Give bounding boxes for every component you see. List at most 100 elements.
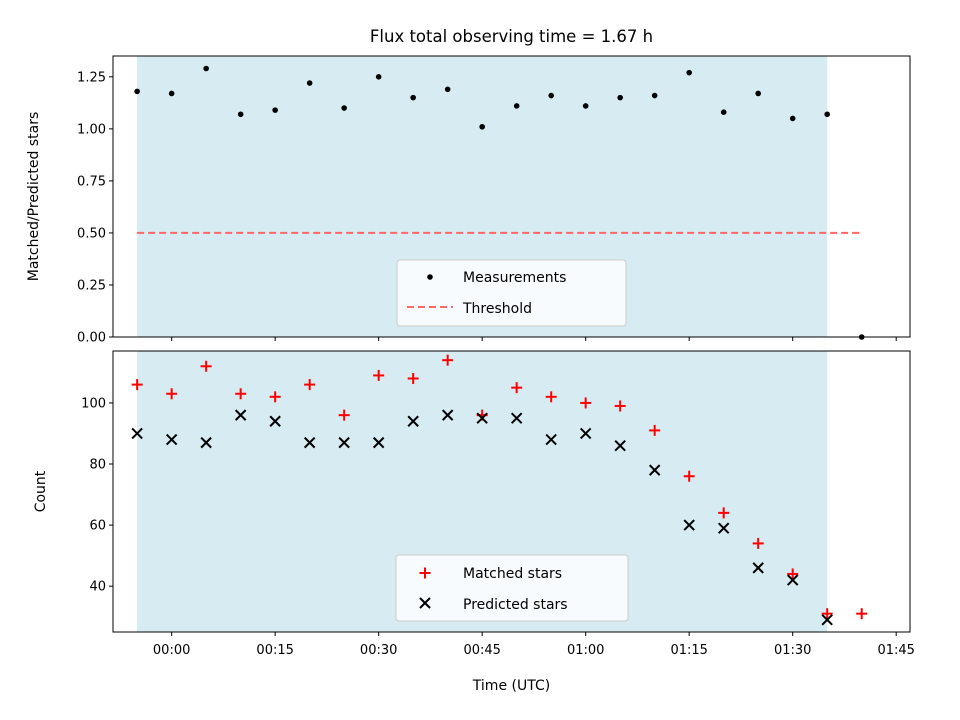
predicted-star-point xyxy=(786,574,799,586)
matched-star-point xyxy=(442,354,454,366)
ratio-panel: 0.00 0.25 0.50 0.75 1.00 1.25 Flux total obse… xyxy=(26,27,911,346)
x-axis-ticks xyxy=(171,337,897,341)
x-stroke xyxy=(648,464,661,476)
x-tick-label: 00:00 xyxy=(153,643,190,658)
measurement-points xyxy=(134,65,865,340)
y-tick-label: 100 xyxy=(81,396,106,411)
matched-star-point xyxy=(407,372,419,384)
legend-threshold-label: Threshold xyxy=(462,301,532,317)
matched-star-point xyxy=(683,470,695,482)
measurement-point xyxy=(410,94,416,101)
predicted-star-point xyxy=(234,409,247,421)
y-tick-label: 80 xyxy=(89,458,106,473)
predicted-star-point xyxy=(683,519,695,531)
measurement-point xyxy=(375,74,382,80)
measurement-point xyxy=(513,103,520,109)
matched-star-point xyxy=(580,397,592,409)
x-stroke xyxy=(234,409,247,421)
measurement-point xyxy=(237,111,244,118)
predicted-star-point xyxy=(648,464,661,476)
predicted-star-point xyxy=(200,436,212,449)
x-stroke xyxy=(441,409,454,421)
measurement-point xyxy=(548,92,554,99)
legend-matched-marker xyxy=(419,567,431,579)
measurement-point xyxy=(789,115,796,122)
x-stroke xyxy=(579,427,592,440)
measurement-point xyxy=(651,92,658,99)
matched-star-point xyxy=(787,568,799,580)
legend-measurements-label: Measurements xyxy=(463,270,566,286)
y-tick-label: 0.00 xyxy=(77,331,106,346)
predicted-star-point xyxy=(372,436,385,449)
measurement-point xyxy=(479,123,485,130)
y-axis-ticks: 40 60 80 100 xyxy=(81,396,113,595)
x-stroke xyxy=(419,597,431,609)
predicted-star-point xyxy=(338,436,350,449)
matched-star-point xyxy=(752,537,764,549)
x-stroke xyxy=(821,614,833,626)
x-stroke xyxy=(269,415,281,427)
chart-title: Flux total observing time = 1.67 h xyxy=(370,27,653,46)
x-stroke xyxy=(717,522,730,534)
predicted-star-point xyxy=(752,562,764,574)
predicted-star-point xyxy=(441,409,454,421)
ratio-legend: Measurements Threshold xyxy=(396,259,627,327)
time-x-axis-label: Time (UTC) xyxy=(472,678,550,694)
measurement-point xyxy=(582,103,589,109)
matched-star-point xyxy=(614,400,626,412)
predicted-star-point xyxy=(165,433,178,446)
matched-star-point xyxy=(856,608,868,620)
measurement-point xyxy=(720,109,727,115)
x-stroke xyxy=(510,412,523,424)
matched-star-point xyxy=(821,608,833,620)
legend-predicted-label: Predicted stars xyxy=(463,597,568,613)
measurement-point xyxy=(755,90,761,97)
measurement-point xyxy=(168,90,175,97)
matched-star-point xyxy=(373,369,385,381)
x-stroke xyxy=(786,574,799,586)
y-axis-ticks: 0.00 0.25 0.50 0.75 1.00 1.25 xyxy=(77,70,113,346)
x-tick-label: 01:00 xyxy=(567,643,604,658)
matched-star-point xyxy=(511,382,523,394)
matched-star-point xyxy=(649,424,661,436)
x-stroke xyxy=(614,439,626,452)
matched-star-point xyxy=(166,388,178,400)
predicted-star-point xyxy=(821,614,833,626)
x-stroke xyxy=(683,519,695,531)
x-stroke xyxy=(200,436,212,449)
matched-star-point xyxy=(200,360,212,372)
x-stroke xyxy=(338,436,350,449)
y-tick-label: 1.25 xyxy=(77,70,106,85)
legend-matched-label: Matched stars xyxy=(463,566,562,582)
matched-star-point xyxy=(131,379,143,391)
x-stroke xyxy=(545,433,557,446)
measurement-point xyxy=(444,86,451,93)
matched-star-point xyxy=(545,391,557,403)
matched-star-point xyxy=(269,391,281,403)
count-panel-frame xyxy=(112,350,911,633)
legend-predicted-marker xyxy=(419,597,431,609)
y-tick-label: 60 xyxy=(89,519,106,534)
x-stroke xyxy=(303,436,316,449)
predicted-star-point xyxy=(131,427,143,440)
x-tick-label: 01:30 xyxy=(774,643,811,658)
count-panel: 40 60 80 100 00:00 00:15 00:30 00:45 01:00 01:15… xyxy=(33,350,915,694)
legend-x-glyph xyxy=(419,597,431,609)
y-tick-label: 0.50 xyxy=(77,226,106,241)
measurement-point xyxy=(203,65,209,72)
count-legend-box xyxy=(395,554,629,622)
x-stroke xyxy=(165,433,178,446)
x-stroke xyxy=(752,562,764,574)
y-tick-label: 0.75 xyxy=(77,174,106,189)
legend-measurements-marker xyxy=(427,274,433,280)
predicted-star-points xyxy=(131,409,833,626)
matched-star-point xyxy=(338,409,350,421)
predicted-star-point xyxy=(614,439,626,452)
measurement-point xyxy=(272,107,278,113)
x-stroke xyxy=(372,436,385,449)
count-legend: Matched stars Predicted stars xyxy=(395,554,629,622)
predicted-star-point xyxy=(510,412,523,424)
matched-star-point xyxy=(304,379,316,391)
predicted-star-point xyxy=(407,415,419,427)
